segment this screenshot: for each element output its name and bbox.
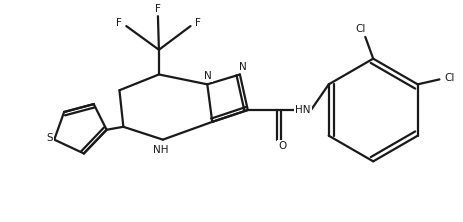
Text: S: S xyxy=(46,133,52,143)
Text: HN: HN xyxy=(295,105,310,115)
Text: Cl: Cl xyxy=(354,24,365,34)
Text: F: F xyxy=(116,18,122,28)
Text: F: F xyxy=(155,4,161,14)
Text: NH: NH xyxy=(153,145,168,155)
Text: N: N xyxy=(204,71,212,81)
Text: O: O xyxy=(278,141,286,151)
Text: Cl: Cl xyxy=(443,73,453,83)
Text: N: N xyxy=(238,61,246,71)
Text: F: F xyxy=(194,18,200,28)
